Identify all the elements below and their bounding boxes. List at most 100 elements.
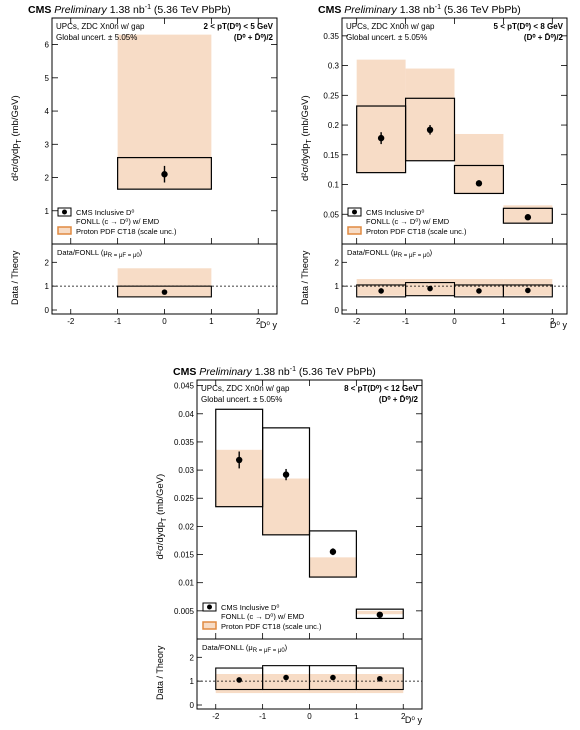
fonll-box-1	[117, 156, 212, 190]
legend-data-marker	[62, 209, 67, 215]
x-tick-label-4: 1	[209, 317, 214, 326]
y-tick-label-4: 0.2	[328, 121, 340, 130]
ratio-point-4	[525, 287, 531, 294]
y-tick-label-7: 0.35	[323, 32, 339, 41]
fonll-box-4	[502, 207, 553, 224]
title-energy: (5.36 TeV PbPb)	[151, 4, 231, 16]
ratio-band-4	[356, 674, 404, 694]
x-axis-label: D⁰ y	[550, 320, 568, 330]
title-lumi-sup: -1	[435, 4, 441, 11]
y-axis-label-main: d²σ/dydp	[300, 143, 311, 181]
ratio-band-4	[503, 279, 553, 296]
title-lumi: 1.38 nb	[400, 4, 435, 16]
ratio-y-tick-label-1: 0	[335, 306, 340, 315]
legend-entry-3: Proton PDF CT18 (scale unc.)	[76, 227, 177, 236]
y-tick-label-7: 0.035	[174, 438, 195, 447]
legend-entry-2: FONLL (c → D⁰) w/ EMD	[76, 217, 160, 226]
y-axis-label: d²σ/dydpT (mb/GeV)	[155, 474, 168, 560]
data-point-2	[426, 126, 434, 134]
ratio-label: Data/FONLL (μR = μF = μ0)	[347, 248, 433, 259]
info-line-1: UPCs, ZDC Xn0n w/ gap	[56, 22, 145, 31]
info-line-1: UPCs, ZDC Xn0n w/ gap	[346, 22, 435, 31]
ratio-label-close: )	[140, 248, 143, 257]
ratio-label-main: Data/FONLL (μ	[57, 248, 108, 257]
y-tick-label-1: 1	[45, 207, 50, 216]
title-preliminary: Preliminary	[199, 366, 254, 378]
ratio-point-3	[476, 288, 482, 294]
legend-band-swatch	[202, 621, 217, 630]
y-axis-label-unit: (mb/GeV)	[10, 95, 21, 139]
title-energy: (5.36 TeV PbPb)	[296, 366, 376, 378]
legend-band-swatch	[347, 226, 362, 235]
x-tick-label-3: 0	[452, 317, 457, 326]
info-line-1: UPCs, ZDC Xn0n w/ gap	[201, 384, 290, 393]
ratio-label-rest: R = μF = μ0	[253, 648, 286, 654]
title-lumi-sup: -1	[290, 366, 296, 373]
pdf-band-1	[117, 34, 212, 190]
title-cms: CMS	[173, 366, 199, 378]
y-tick-label-1: 0.005	[174, 607, 195, 616]
y-tick-label-2: 0.1	[328, 181, 340, 190]
pt-range: 2 < pT(D⁰) < 5 GeV	[204, 22, 274, 31]
y-tick-label-6: 6	[45, 41, 50, 50]
legend-data-marker	[352, 209, 357, 215]
x-tick-label-2: -1	[114, 317, 122, 326]
y-axis-label-unit: (mb/GeV)	[300, 95, 311, 139]
ratio-band-3	[309, 674, 357, 694]
pt-range: 5 < pT(D⁰) < 8 GeV	[494, 22, 564, 31]
chart-panel-1: CMS Preliminary 1.38 nb-1 (5.36 TeV PbPb…	[0, 0, 290, 330]
ratio-label: Data/FONLL (μR = μF = μ0)	[202, 643, 288, 654]
title-lumi: 1.38 nb	[255, 366, 290, 378]
y-tick-label-3: 0.15	[323, 151, 339, 160]
data-point-4	[376, 611, 384, 618]
x-tick-label-5: 2	[401, 712, 406, 721]
ratio-point-1	[236, 677, 242, 683]
y-tick-label-2: 2	[45, 174, 50, 183]
y-tick-label-5: 0.25	[323, 91, 339, 100]
ratio-box-4	[355, 667, 404, 691]
title-cms: CMS	[318, 4, 344, 16]
x-axis-label: D⁰ y	[260, 320, 278, 330]
data-point-4	[524, 214, 532, 221]
pdf-band-2	[405, 68, 455, 161]
legend-entry-2: FONLL (c → D⁰) w/ EMD	[221, 612, 305, 621]
info-line-2: Global uncert. ± 5.05%	[346, 33, 427, 42]
y-tick-label-4: 0.02	[178, 522, 194, 531]
species-label: (D⁰ + D̄⁰)/2	[524, 33, 564, 42]
ratio-y-tick-label-2: 1	[335, 282, 340, 291]
y-axis-label-sub: T	[161, 517, 168, 522]
x-tick-label-3: 0	[307, 712, 312, 721]
ratio-y-tick-label-3: 2	[335, 258, 340, 267]
y-axis-label: d²σ/dydpT (mb/GeV)	[300, 95, 313, 181]
chart-svg: CMS Preliminary 1.38 nb-1 (5.36 TeV PbPb…	[10, 4, 278, 330]
info-line-2: Global uncert. ± 5.05%	[56, 33, 137, 42]
species-label: (D⁰ + D̄⁰)/2	[234, 33, 274, 42]
data-point-1	[377, 134, 385, 142]
ratio-point-4	[377, 675, 383, 682]
y-tick-label-5: 5	[45, 74, 50, 83]
ratio-y-tick-label-1: 0	[190, 701, 195, 710]
ratio-band-1	[356, 279, 406, 296]
y-tick-label-5: 0.025	[174, 494, 195, 503]
fonll-box-4	[355, 608, 404, 620]
x-tick-label-2: -1	[402, 317, 410, 326]
title-cms: CMS	[28, 4, 54, 16]
y-tick-label-6: 0.03	[178, 466, 194, 475]
y-tick-label-3: 0.015	[174, 551, 195, 560]
ratio-band-3	[454, 279, 504, 296]
y-axis-label-sub: T	[306, 138, 313, 143]
y-axis-label-sub: T	[16, 138, 23, 143]
x-tick-label-1: -2	[212, 712, 220, 721]
title-preliminary: Preliminary	[54, 4, 109, 16]
ratio-y-tick-label-3: 2	[190, 653, 195, 662]
ratio-label-close: )	[430, 248, 433, 257]
legend-entry-3: Proton PDF CT18 (scale unc.)	[221, 622, 322, 631]
ratio-band-2	[262, 674, 310, 694]
x-tick-label-1: -2	[67, 317, 75, 326]
ratio-point-2	[283, 674, 289, 681]
pdf-band-3	[309, 557, 357, 578]
x-tick-label-1: -2	[353, 317, 361, 326]
ratio-y-tick-label-2: 1	[190, 677, 195, 686]
x-tick-label-3: 0	[162, 317, 167, 326]
fonll-box-3	[308, 530, 357, 578]
